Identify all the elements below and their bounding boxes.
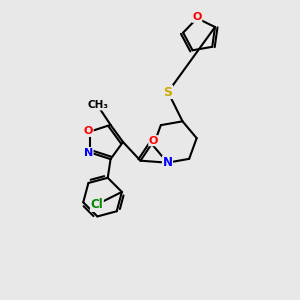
Text: CH₃: CH₃ [87, 100, 108, 110]
Text: N: N [163, 156, 172, 169]
Text: O: O [149, 136, 158, 146]
Text: S: S [164, 85, 172, 98]
Text: Cl: Cl [91, 198, 103, 212]
Text: N: N [84, 148, 93, 158]
Text: O: O [84, 126, 93, 136]
Text: O: O [192, 12, 202, 22]
